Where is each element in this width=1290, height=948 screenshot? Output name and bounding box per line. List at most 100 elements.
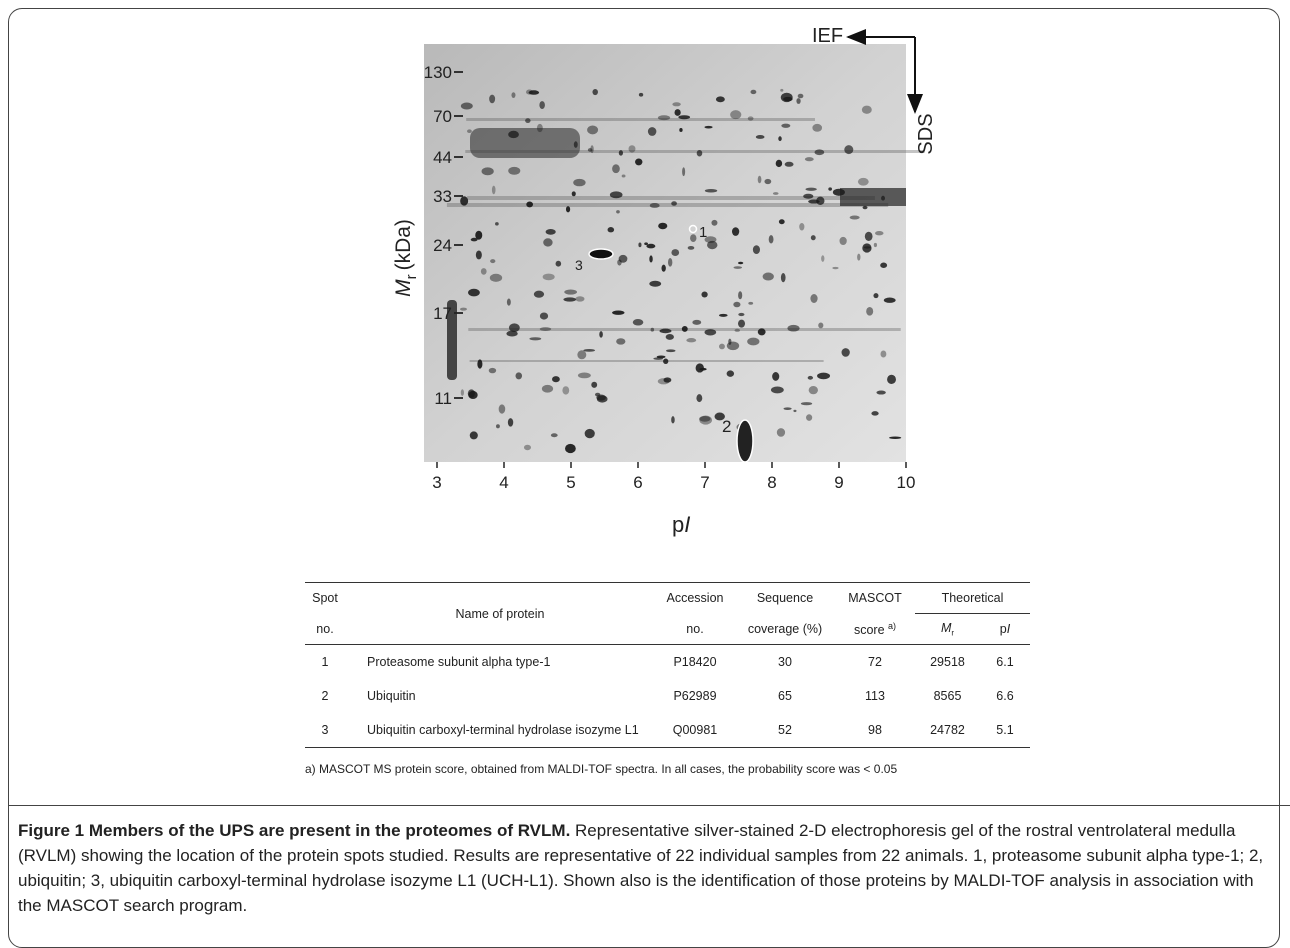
- gel-spot: [883, 297, 896, 303]
- gel-band: [467, 196, 875, 200]
- gel-spot: [787, 324, 800, 332]
- gel-spot: [555, 260, 562, 267]
- header-cell: pI: [980, 613, 1030, 645]
- gel-spot: [682, 167, 686, 177]
- gel-spot: [686, 338, 697, 343]
- gel-spot: [876, 390, 886, 395]
- gel-spot: [726, 370, 735, 377]
- table-footnote: a) MASCOT MS protein score, obtained fro…: [305, 762, 898, 776]
- gel-spot: [857, 253, 861, 261]
- gel-spot: [480, 268, 487, 275]
- gel-spot: [671, 416, 675, 424]
- y-label-subscript: r: [403, 274, 420, 279]
- gel-spot: [757, 175, 762, 184]
- gel-spot: [515, 372, 523, 380]
- gel-spot: [496, 424, 500, 429]
- gel-spot: [481, 167, 494, 176]
- gel-spot: [887, 374, 896, 384]
- gel-spot: [511, 92, 516, 98]
- gel-spot: [659, 328, 672, 334]
- x-tick-label: 7: [700, 473, 709, 492]
- gel-spot: [810, 235, 816, 241]
- gel-spot: [839, 236, 847, 246]
- gel-spot: [817, 372, 831, 380]
- table-cell: 52: [735, 713, 835, 748]
- gel-spot: [695, 363, 704, 373]
- gel-spot: [545, 229, 556, 235]
- header-cell: score a): [835, 613, 915, 645]
- y-tick-label: 11: [434, 389, 452, 408]
- gel-spot: [738, 312, 745, 317]
- gel-spot: [616, 210, 620, 214]
- table-body: 1 Proteasome subunit alpha type-1 P18420 30…: [305, 645, 1030, 748]
- gel-spot: [681, 326, 688, 332]
- gel-spot: [775, 159, 783, 168]
- gel-spot: [734, 328, 741, 332]
- gel-spot: [609, 191, 623, 199]
- gel-spot: [687, 245, 695, 250]
- table-cell: 72: [868, 655, 882, 669]
- header-cell: no.: [655, 613, 735, 645]
- gel-spot: [832, 266, 839, 270]
- gel-spot: [467, 129, 472, 134]
- gel-spot: [863, 246, 871, 249]
- y-tick-label: 24: [433, 236, 452, 255]
- gel-spot: [752, 245, 760, 254]
- table-cell: P18420: [673, 655, 717, 669]
- gel-band: [469, 360, 824, 362]
- y-tick-label: 70: [433, 107, 452, 126]
- gel-spot: [807, 375, 814, 380]
- gel-spot: [470, 237, 478, 242]
- y-tick-label: 33: [433, 187, 452, 206]
- gel-spot: [475, 230, 483, 240]
- x-tick-label: 3: [432, 473, 441, 492]
- gel-spot: [730, 110, 742, 120]
- gel-spot: [768, 235, 774, 244]
- gel-spot: [508, 130, 519, 139]
- gel-spot: [764, 178, 772, 185]
- x-tick-label: 6: [633, 473, 642, 492]
- gel-spot: [542, 273, 555, 281]
- gel-spot: [575, 296, 585, 302]
- caption-rule: [8, 805, 1290, 806]
- gel-spot: [587, 148, 593, 152]
- table-cell: Ubiquitin: [367, 689, 416, 703]
- spot-label: 3: [575, 257, 583, 273]
- gel-spot: [526, 201, 534, 208]
- gel-spot: [658, 222, 668, 230]
- gel-spot: [506, 330, 518, 337]
- table-cell: 24782: [915, 713, 980, 748]
- gel-spot: [738, 261, 744, 265]
- gel-spot: [762, 272, 774, 281]
- header-cell: Sequence: [735, 582, 835, 614]
- gel-spot: [816, 196, 825, 205]
- gel-spot: [821, 255, 825, 262]
- table-cell: 3: [305, 713, 345, 748]
- gel-spot: [770, 386, 784, 394]
- gel-spot: [873, 293, 879, 299]
- table-cell: 8565: [933, 689, 962, 703]
- spot-label: 1: [699, 224, 707, 241]
- gel-spot: [875, 231, 884, 236]
- gel-spot: [778, 219, 785, 225]
- gel-spot: [880, 262, 888, 268]
- gel-spot: [475, 250, 482, 260]
- gel-spot: [750, 89, 757, 95]
- gel-spot: [468, 288, 480, 297]
- gel-spot: [533, 290, 545, 298]
- gel-spot: [539, 312, 549, 320]
- x-tick-label: 9: [834, 473, 843, 492]
- table-cell: 2: [321, 689, 329, 703]
- gel-band: [466, 118, 815, 121]
- gel-spot: [571, 191, 576, 197]
- gel-spot: [550, 433, 558, 438]
- gel-band: [447, 300, 457, 380]
- gel-spot: [635, 158, 643, 166]
- table-cell: Q00981: [655, 713, 735, 748]
- y-tick-label: 17: [433, 304, 452, 323]
- gel-spot: [469, 431, 478, 440]
- gel-spot: [781, 123, 791, 128]
- gel-spot: [523, 444, 531, 451]
- table-cell: 6.1: [996, 655, 1014, 669]
- gel-spot: [866, 307, 874, 316]
